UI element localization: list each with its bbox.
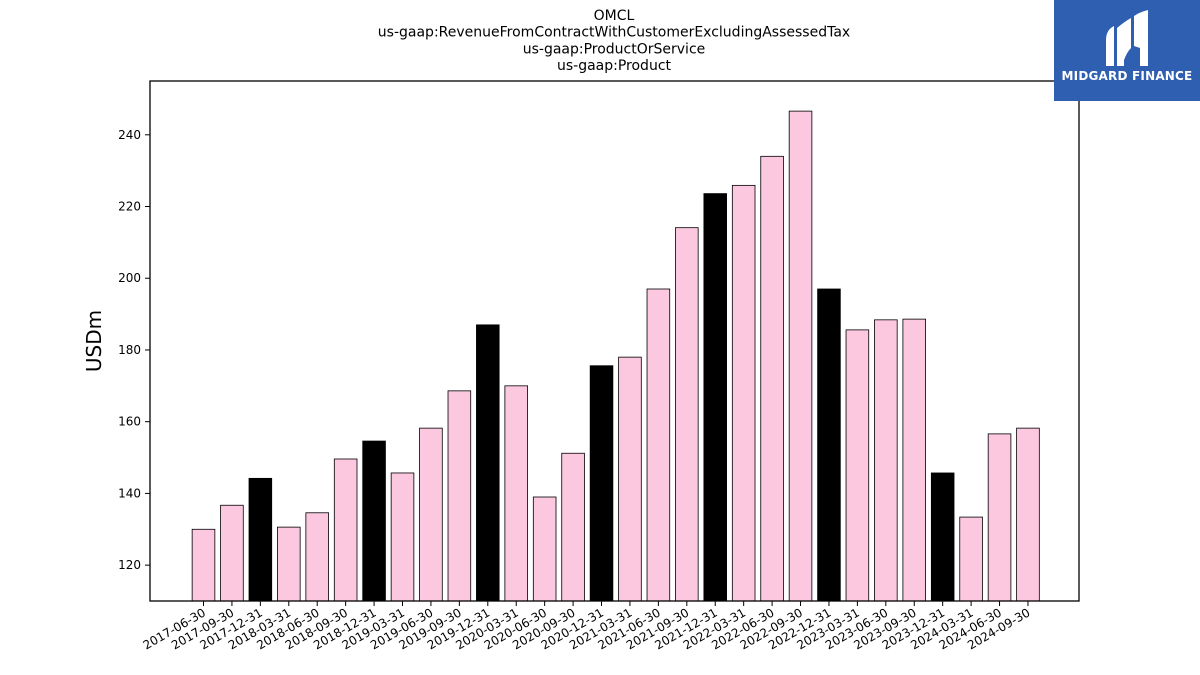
bar-2023-09-30 [902,318,927,602]
bar-2019-06-30 [419,427,443,602]
bar-2018-09-30 [333,458,358,602]
bar-2021-09-30 [675,227,699,602]
bar-2022-03-31 [731,184,756,602]
midgard-logo-icon [1106,10,1148,66]
chart-title-line: us-gaap:Product [557,58,672,74]
y-axis-ticks: 120 140 160 180 200 220 240 [118,128,150,572]
bar-2023-03-31 [845,329,870,602]
plot-frame [149,80,1080,602]
y-tick-label: 220 [118,200,141,214]
bars [191,110,1040,602]
bar-2017-09-30 [220,504,244,602]
y-tick-label: 180 [118,343,141,357]
bar-2024-03-31 [959,516,983,602]
bar-2023-06-30 [874,319,898,602]
logo-text: MIDGARD FINANCE [1061,69,1193,83]
bar-2024-09-30 [1016,427,1040,602]
bar-2018-12-31 [362,440,386,602]
bar-2021-12-31 [703,193,727,602]
bar-2019-03-31 [390,472,415,602]
bar-2020-03-31 [504,385,528,602]
bar-2018-03-31 [277,526,301,602]
chart-title-line: us-gaap:RevenueFromContractWithCustomerE… [378,25,850,41]
chart-title-line: OMCL [594,8,635,24]
y-tick-label: 140 [118,486,141,500]
y-tick-label: 120 [118,558,141,572]
y-tick-label: 240 [118,128,141,142]
bar-2022-12-31 [817,288,841,602]
bar-2022-06-30 [760,155,784,602]
y-tick-label: 160 [118,415,141,429]
bar-2021-06-30 [646,288,671,602]
bar-2019-12-31 [476,324,500,602]
bar-2017-12-31 [248,477,273,602]
y-tick-label: 200 [118,271,141,285]
x-axis-ticks: 2017-06-302017-09-302017-12-312018-03-31… [141,601,1032,652]
bar-2020-12-31 [589,365,614,602]
bar-2020-06-30 [532,496,557,602]
bar-2018-06-30 [305,512,329,602]
bar-2023-12-31 [930,472,955,602]
bar-2022-09-30 [788,110,813,602]
chart-title-line: us-gaap:ProductOrService [523,41,706,57]
bar-2021-03-31 [618,356,642,602]
bar-2017-06-30 [191,528,216,602]
chart-title: OMCLus-gaap:RevenueFromContractWithCusto… [378,8,850,74]
bar-2020-09-30 [561,452,585,602]
y-axis-label: USDm [82,310,106,372]
midgard-finance-logo: MIDGARD FINANCE [1054,0,1200,101]
bar-2019-09-30 [447,390,472,602]
bar-2024-06-30 [987,433,1012,602]
